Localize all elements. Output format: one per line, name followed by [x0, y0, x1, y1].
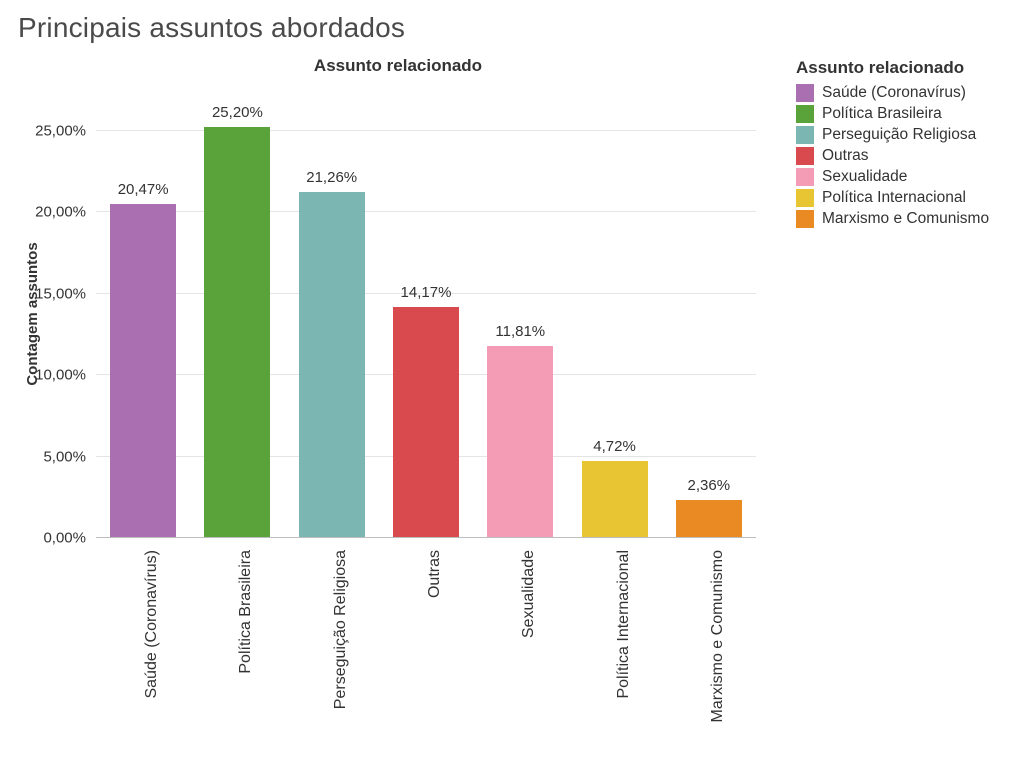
x-tick-slot: Política Internacional — [567, 538, 661, 778]
bar-slot: 2,36% — [662, 98, 756, 538]
legend-swatch — [796, 126, 814, 144]
y-axis-label: Contagem assuntos — [24, 242, 41, 385]
chart-wrap: Assunto relacionado Contagem assuntos 0,… — [18, 54, 1006, 774]
legend-label: Política Brasileira — [822, 105, 942, 123]
bar-slot: 11,81% — [473, 98, 567, 538]
legend-label: Perseguição Religiosa — [822, 126, 976, 144]
x-tick-label: Política Brasileira — [237, 550, 255, 674]
y-tick-label: 0,00% — [43, 530, 96, 547]
legend-label: Outras — [822, 147, 869, 165]
x-tick-slot: Política Brasileira — [190, 538, 284, 778]
bar-slot: 20,47% — [96, 98, 190, 538]
chart-area: Assunto relacionado Contagem assuntos 0,… — [18, 54, 778, 774]
legend-swatch — [796, 210, 814, 228]
bar: 25,20% — [204, 127, 270, 538]
bar-value-label: 25,20% — [212, 104, 263, 121]
y-tick-label: 5,00% — [43, 448, 96, 465]
legend-label: Marxismo e Comunismo — [822, 210, 989, 228]
legend-label: Sexualidade — [822, 168, 907, 186]
bar: 14,17% — [393, 307, 459, 538]
bar-slot: 21,26% — [285, 98, 379, 538]
legend-label: Política Internacional — [822, 189, 966, 207]
legend-swatch — [796, 84, 814, 102]
x-tick-slot: Marxismo e Comunismo — [662, 538, 756, 778]
y-tick-label: 15,00% — [35, 285, 96, 302]
legend-item: Política Internacional — [796, 189, 989, 207]
legend-label: Saúde (Coronavírus) — [822, 84, 966, 102]
page-title: Principais assuntos abordados — [18, 12, 1006, 44]
x-tick-label: Saúde (Coronavírus) — [143, 550, 161, 699]
y-tick-label: 20,00% — [35, 204, 96, 221]
bar: 21,26% — [299, 192, 365, 538]
x-tick-slot: Saúde (Coronavírus) — [96, 538, 190, 778]
bar: 4,72% — [582, 461, 648, 538]
chart-container: Principais assuntos abordados Assunto re… — [0, 0, 1024, 779]
legend-item: Perseguição Religiosa — [796, 126, 989, 144]
legend: Assunto relacionado Saúde (Coronavírus) P… — [796, 58, 989, 231]
plot-area: 0,00%5,00%10,00%15,00%20,00%25,00% 20,47… — [96, 98, 756, 538]
legend-swatch — [796, 168, 814, 186]
x-tick-label: Outras — [426, 550, 444, 598]
legend-item: Política Brasileira — [796, 105, 989, 123]
bar: 20,47% — [110, 204, 176, 538]
bar-value-label: 21,26% — [306, 169, 357, 186]
x-tick-label: Perseguição Religiosa — [332, 550, 350, 709]
bar: 2,36% — [676, 500, 742, 538]
y-tick-label: 10,00% — [35, 367, 96, 384]
bar-value-label: 20,47% — [118, 181, 169, 198]
chart-subtitle: Assunto relacionado — [18, 56, 778, 76]
legend-item: Outras — [796, 147, 989, 165]
legend-item: Sexualidade — [796, 168, 989, 186]
legend-swatch — [796, 105, 814, 123]
x-tick-label: Sexualidade — [520, 550, 538, 638]
bar-slot: 14,17% — [379, 98, 473, 538]
x-ticks: Saúde (Coronavírus) Política Brasileira Pe… — [96, 538, 756, 778]
x-tick-label: Política Internacional — [615, 550, 633, 699]
bar-value-label: 14,17% — [401, 284, 452, 301]
x-tick-slot: Outras — [379, 538, 473, 778]
bar-value-label: 2,36% — [688, 477, 731, 494]
legend-swatch — [796, 147, 814, 165]
x-tick-slot: Perseguição Religiosa — [285, 538, 379, 778]
bars-group: 20,47% 25,20% 21,26% 14,17% 11,81% 4,72% 2,36% — [96, 98, 756, 538]
bar: 11,81% — [487, 346, 553, 538]
legend-title: Assunto relacionado — [796, 58, 989, 78]
bar-slot: 25,20% — [190, 98, 284, 538]
legend-swatch — [796, 189, 814, 207]
legend-item: Saúde (Coronavírus) — [796, 84, 989, 102]
x-tick-slot: Sexualidade — [473, 538, 567, 778]
y-tick-label: 25,00% — [35, 122, 96, 139]
bar-slot: 4,72% — [567, 98, 661, 538]
bar-value-label: 4,72% — [593, 438, 636, 455]
x-tick-label: Marxismo e Comunismo — [709, 550, 727, 722]
bar-value-label: 11,81% — [495, 323, 545, 340]
legend-item: Marxismo e Comunismo — [796, 210, 989, 228]
